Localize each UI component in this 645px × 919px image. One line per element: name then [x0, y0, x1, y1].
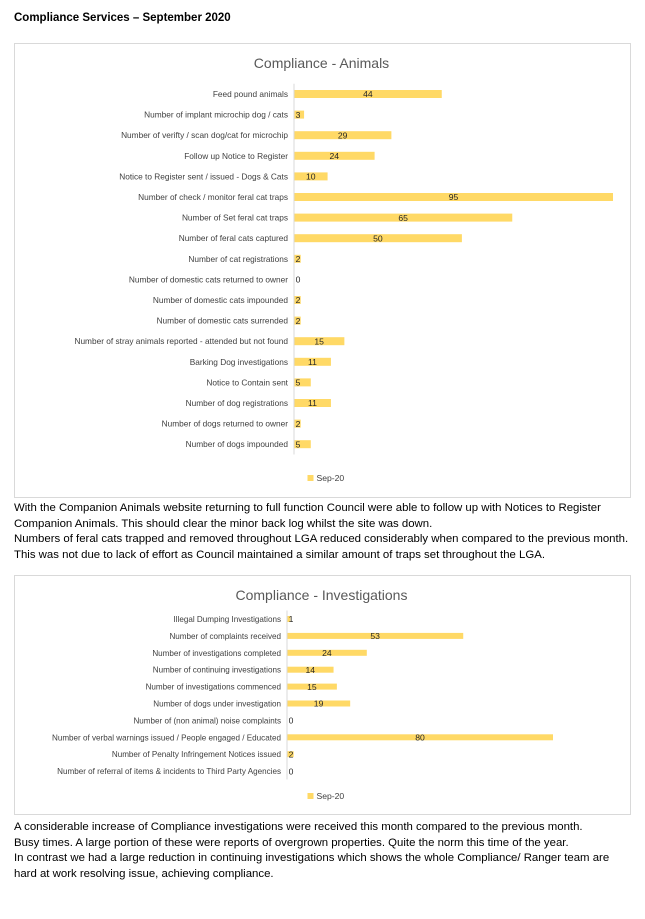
category-label: Number of feral cats captured	[179, 233, 289, 243]
bar	[294, 296, 301, 304]
category-label: Number of domestic cats impounded	[153, 295, 289, 305]
bar	[294, 193, 613, 201]
data-label: 24	[322, 648, 332, 658]
bar	[294, 131, 392, 140]
bar	[294, 378, 311, 387]
data-label: 5	[296, 378, 301, 388]
bar	[294, 399, 331, 407]
category-label: Number of dogs under investigation	[153, 700, 281, 709]
data-label: 0	[289, 766, 294, 776]
category-label: Number of domestic cats returned to owne…	[129, 274, 288, 284]
category-label: Barking Dog investigations	[190, 357, 288, 367]
bar	[294, 90, 442, 98]
bar	[294, 357, 331, 366]
category-label: Number of Penalty Infringement Notices i…	[112, 750, 281, 759]
category-label: Number of check / monitor feral cat trap…	[138, 192, 288, 202]
investigations-commentary-p3: In contrast we had a large reduction in …	[14, 852, 610, 880]
bar	[294, 316, 301, 325]
bar	[287, 683, 337, 690]
bar	[294, 419, 301, 428]
data-label: 5	[296, 439, 301, 449]
legend-swatch	[307, 793, 314, 799]
category-label: Number of verifty / scan dog/cat for mic…	[121, 130, 288, 140]
category-label: Number of verbal warnings issued / Peopl…	[52, 733, 281, 742]
investigations-commentary-p2: Busy times. A large portion of these wer…	[14, 836, 569, 849]
category-label: Number of continuing investigations	[153, 666, 281, 675]
data-label: 0	[289, 716, 294, 726]
category-label: Number of dogs returned to owner	[162, 419, 289, 429]
bar	[287, 632, 464, 639]
data-label: 80	[415, 733, 425, 743]
chart-svg: Compliance - Investigations Illegal Dumpi…	[52, 587, 553, 801]
data-label: 11	[308, 357, 317, 367]
data-label: 3	[296, 110, 301, 120]
bar	[294, 254, 301, 263]
data-label: 2	[289, 749, 294, 759]
animals-commentary-p1: With the Companion Animals website retur…	[14, 502, 601, 530]
bar	[294, 172, 328, 181]
data-label: 14	[305, 665, 315, 675]
legend-label: Sep-20	[317, 791, 345, 801]
bar	[294, 213, 513, 222]
data-label: 15	[314, 336, 324, 346]
bar	[294, 234, 462, 243]
bar	[287, 700, 351, 707]
category-label: Follow up Notice to Register	[184, 151, 288, 161]
data-label: 29	[338, 130, 348, 140]
data-label: 15	[307, 682, 317, 692]
data-label: 2	[296, 419, 301, 429]
category-label: Illegal Dumping Investigations	[173, 615, 281, 624]
category-label: Number of investigations completed	[152, 649, 281, 658]
data-label: 11	[308, 398, 317, 408]
investigations-commentary-p1: A considerable increase of Compliance in…	[14, 821, 583, 833]
data-label: 65	[398, 213, 408, 223]
data-label: 2	[296, 316, 301, 326]
data-label: 1	[289, 614, 294, 624]
category-label: Number of Set feral cat traps	[182, 213, 288, 223]
chart-title: Compliance - Investigations	[236, 587, 408, 603]
data-label: 10	[306, 172, 316, 182]
category-label: Number of implant microchip dog / cats	[144, 110, 288, 120]
document-title: Compliance Services – September 2020	[14, 12, 231, 24]
chart-svg: Compliance - Animals Feed pound animals 44…	[74, 55, 613, 483]
data-label: 50	[373, 233, 383, 243]
bar	[287, 734, 553, 741]
animals-commentary-p2: Numbers of feral cats trapped and remove…	[14, 533, 629, 561]
bar	[287, 751, 294, 758]
data-label: 44	[363, 89, 373, 99]
legend-label: Sep-20	[317, 473, 345, 483]
category-label: Number of investigations commenced	[146, 683, 281, 692]
bar	[294, 440, 311, 449]
bar	[294, 110, 305, 119]
category-label: Number of stray animals reported - atten…	[74, 336, 288, 346]
category-label: Feed pound animals	[213, 89, 288, 99]
category-label: Notice to Contain sent	[206, 377, 288, 387]
investigations-commentary: A considerable increase of Compliance in…	[14, 820, 634, 882]
data-label: 19	[314, 699, 324, 709]
bar	[287, 666, 334, 673]
category-label: Number of dog registrations	[186, 398, 288, 408]
bar	[294, 337, 345, 346]
data-label: 53	[370, 631, 380, 641]
data-label: 2	[296, 295, 301, 305]
category-label: Notice to Register sent / issued - Dogs …	[119, 171, 288, 181]
category-label: Number of domestic cats surrended	[157, 316, 289, 326]
bar	[287, 649, 367, 656]
chart-title: Compliance - Animals	[254, 55, 389, 71]
category-label: Number of dogs impounded	[186, 439, 289, 449]
data-label: 95	[449, 192, 459, 202]
investigations-chart: Compliance - Investigations Illegal Dumpi…	[14, 575, 631, 815]
category-label: Number of (non animal) noise complaints	[133, 716, 281, 725]
category-label: Number of complaints received	[169, 632, 281, 641]
data-label: 0	[296, 275, 301, 285]
data-label: 2	[296, 254, 301, 264]
category-label: Number of referral of items & incidents …	[57, 767, 281, 776]
bar	[294, 151, 375, 160]
legend-swatch	[307, 475, 314, 481]
animals-commentary: With the Companion Animals website retur…	[14, 501, 634, 563]
category-label: Number of cat registrations	[188, 254, 288, 264]
bar	[287, 616, 291, 622]
data-label: 24	[330, 151, 340, 161]
animals-chart: Compliance - Animals Feed pound animals 44…	[14, 43, 631, 498]
